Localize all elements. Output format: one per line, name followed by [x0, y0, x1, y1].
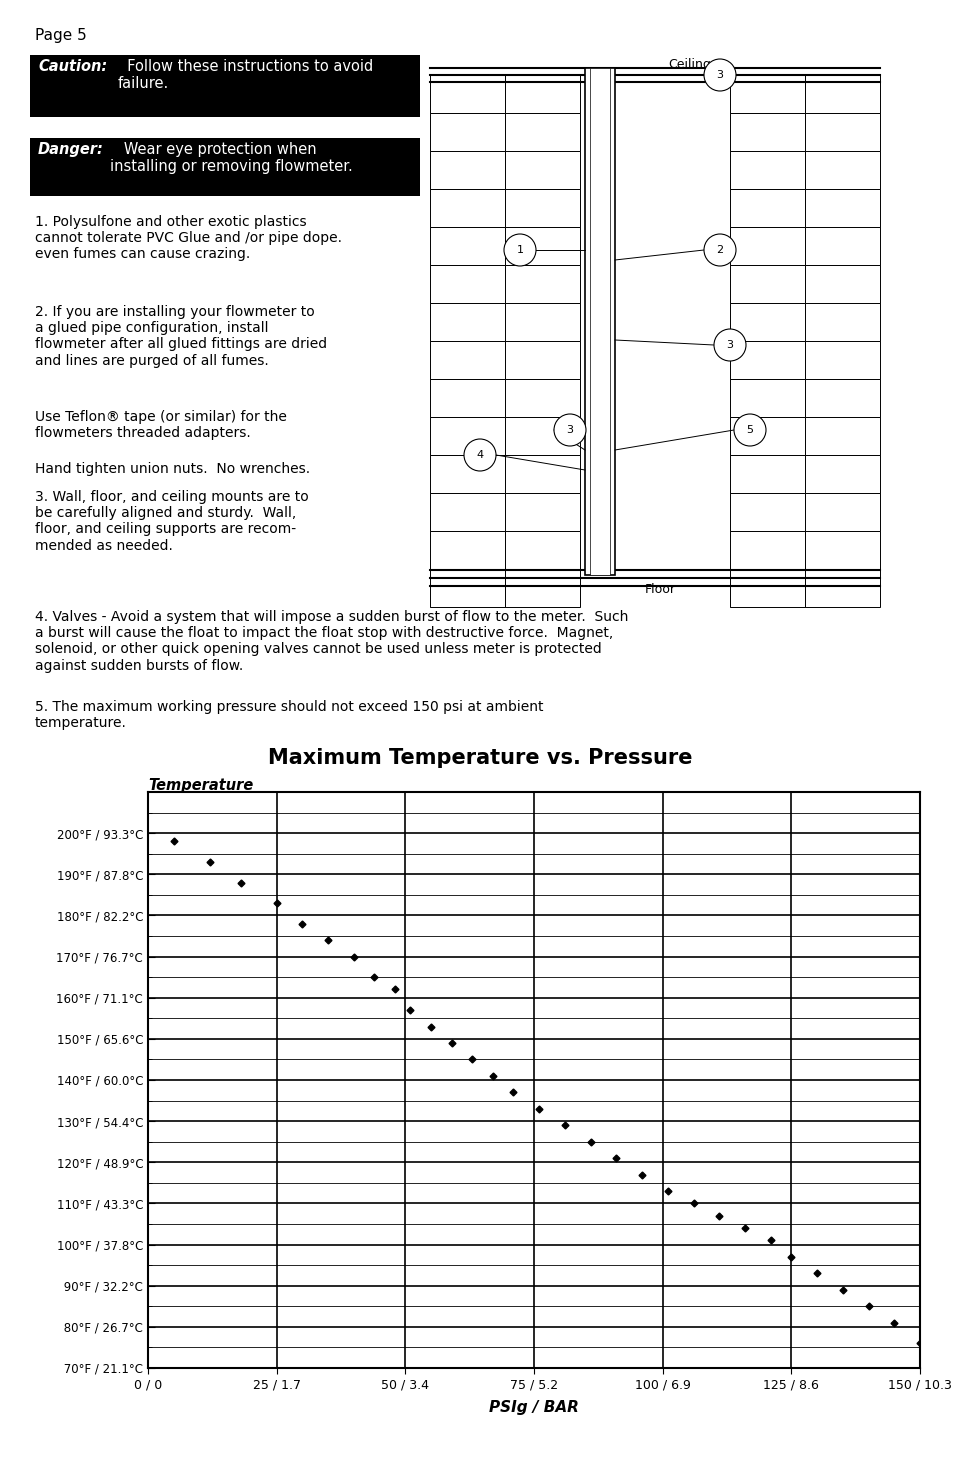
Bar [804, 379, 879, 417]
Text: Danger:: Danger: [38, 142, 104, 156]
Bar [804, 114, 879, 150]
Circle shape [554, 414, 585, 445]
Text: 1: 1 [516, 245, 523, 255]
Circle shape [463, 440, 496, 471]
Bar [729, 114, 804, 150]
Bar [729, 189, 804, 227]
Bar [729, 417, 804, 454]
Text: 2: 2 [716, 245, 722, 255]
Bar [729, 531, 804, 569]
Bar [504, 379, 579, 417]
Bar [430, 302, 504, 341]
Bar [430, 454, 504, 493]
Bar [430, 227, 504, 266]
Bar [430, 114, 504, 150]
Bar [430, 493, 504, 531]
Bar [804, 189, 879, 227]
Bar [729, 150, 804, 189]
Text: Temperature: Temperature [148, 777, 253, 794]
Text: 2. If you are installing your flowmeter to
a glued pipe configuration, install
f: 2. If you are installing your flowmeter … [35, 305, 327, 367]
Bar [589, 68, 609, 575]
Bar [430, 531, 504, 569]
Bar [729, 569, 804, 608]
Text: 3: 3 [726, 341, 733, 350]
Circle shape [703, 235, 735, 266]
Bar [504, 341, 579, 379]
Text: 5: 5 [745, 425, 753, 435]
Text: Use Teflon® tape (or similar) for the
flowmeters threaded adapters.: Use Teflon® tape (or similar) for the fl… [35, 410, 287, 440]
Bar [804, 454, 879, 493]
Bar [504, 417, 579, 454]
Bar [804, 266, 879, 302]
Bar [804, 493, 879, 531]
Bar [504, 266, 579, 302]
Bar [430, 379, 504, 417]
Bar [729, 227, 804, 266]
Bar [430, 75, 504, 114]
Bar [804, 150, 879, 189]
Bar [430, 341, 504, 379]
Bar [729, 75, 804, 114]
Circle shape [713, 329, 745, 361]
Bar [504, 150, 579, 189]
Text: 3: 3 [716, 69, 722, 80]
Bar [804, 531, 879, 569]
Text: Maximum Temperature vs. Pressure: Maximum Temperature vs. Pressure [268, 748, 692, 768]
Circle shape [733, 414, 765, 445]
Text: Wear eye protection when
installing or removing flowmeter.: Wear eye protection when installing or r… [110, 142, 353, 174]
Text: Caution:: Caution: [38, 59, 107, 74]
Bar [504, 302, 579, 341]
Bar [430, 266, 504, 302]
Bar [729, 302, 804, 341]
Bar [504, 227, 579, 266]
Text: Floor: Floor [644, 583, 675, 596]
Bar [504, 493, 579, 531]
Bar [729, 454, 804, 493]
Circle shape [703, 59, 735, 91]
Bar [430, 417, 504, 454]
Bar [804, 569, 879, 608]
Bar [504, 75, 579, 114]
Bar [804, 341, 879, 379]
Bar [804, 302, 879, 341]
Text: Page 5: Page 5 [35, 28, 87, 43]
Text: 4: 4 [476, 450, 483, 460]
Bar [804, 75, 879, 114]
Text: 1. Polysulfone and other exotic plastics
cannot tolerate PVC Glue and /or pipe d: 1. Polysulfone and other exotic plastics… [35, 215, 341, 261]
Bar [729, 266, 804, 302]
Bar [430, 189, 504, 227]
Bar [30, 139, 419, 196]
Text: Follow these instructions to avoid
failure.: Follow these instructions to avoid failu… [118, 59, 373, 91]
X-axis label: PSIg / BAR: PSIg / BAR [489, 1400, 578, 1415]
Bar [504, 189, 579, 227]
Bar [504, 114, 579, 150]
Bar [504, 454, 579, 493]
Bar [430, 569, 504, 608]
Text: 5. The maximum working pressure should not exceed 150 psi at ambient
temperature: 5. The maximum working pressure should n… [35, 701, 543, 730]
Text: 3: 3 [566, 425, 573, 435]
Bar [804, 417, 879, 454]
Bar [804, 227, 879, 266]
Circle shape [503, 235, 536, 266]
Bar [504, 531, 579, 569]
Bar [729, 379, 804, 417]
Bar [504, 569, 579, 608]
Text: 3. Wall, floor, and ceiling mounts are to
be carefully aligned and sturdy.  Wall: 3. Wall, floor, and ceiling mounts are t… [35, 490, 309, 553]
Text: 4. Valves - Avoid a system that will impose a sudden burst of flow to the meter.: 4. Valves - Avoid a system that will imp… [35, 611, 628, 673]
Bar [729, 493, 804, 531]
Text: Hand tighten union nuts.  No wrenches.: Hand tighten union nuts. No wrenches. [35, 462, 310, 476]
Bar [430, 150, 504, 189]
Bar [584, 68, 615, 575]
Bar [729, 341, 804, 379]
Text: Ceiling: Ceiling [668, 58, 711, 71]
Bar [30, 55, 419, 117]
